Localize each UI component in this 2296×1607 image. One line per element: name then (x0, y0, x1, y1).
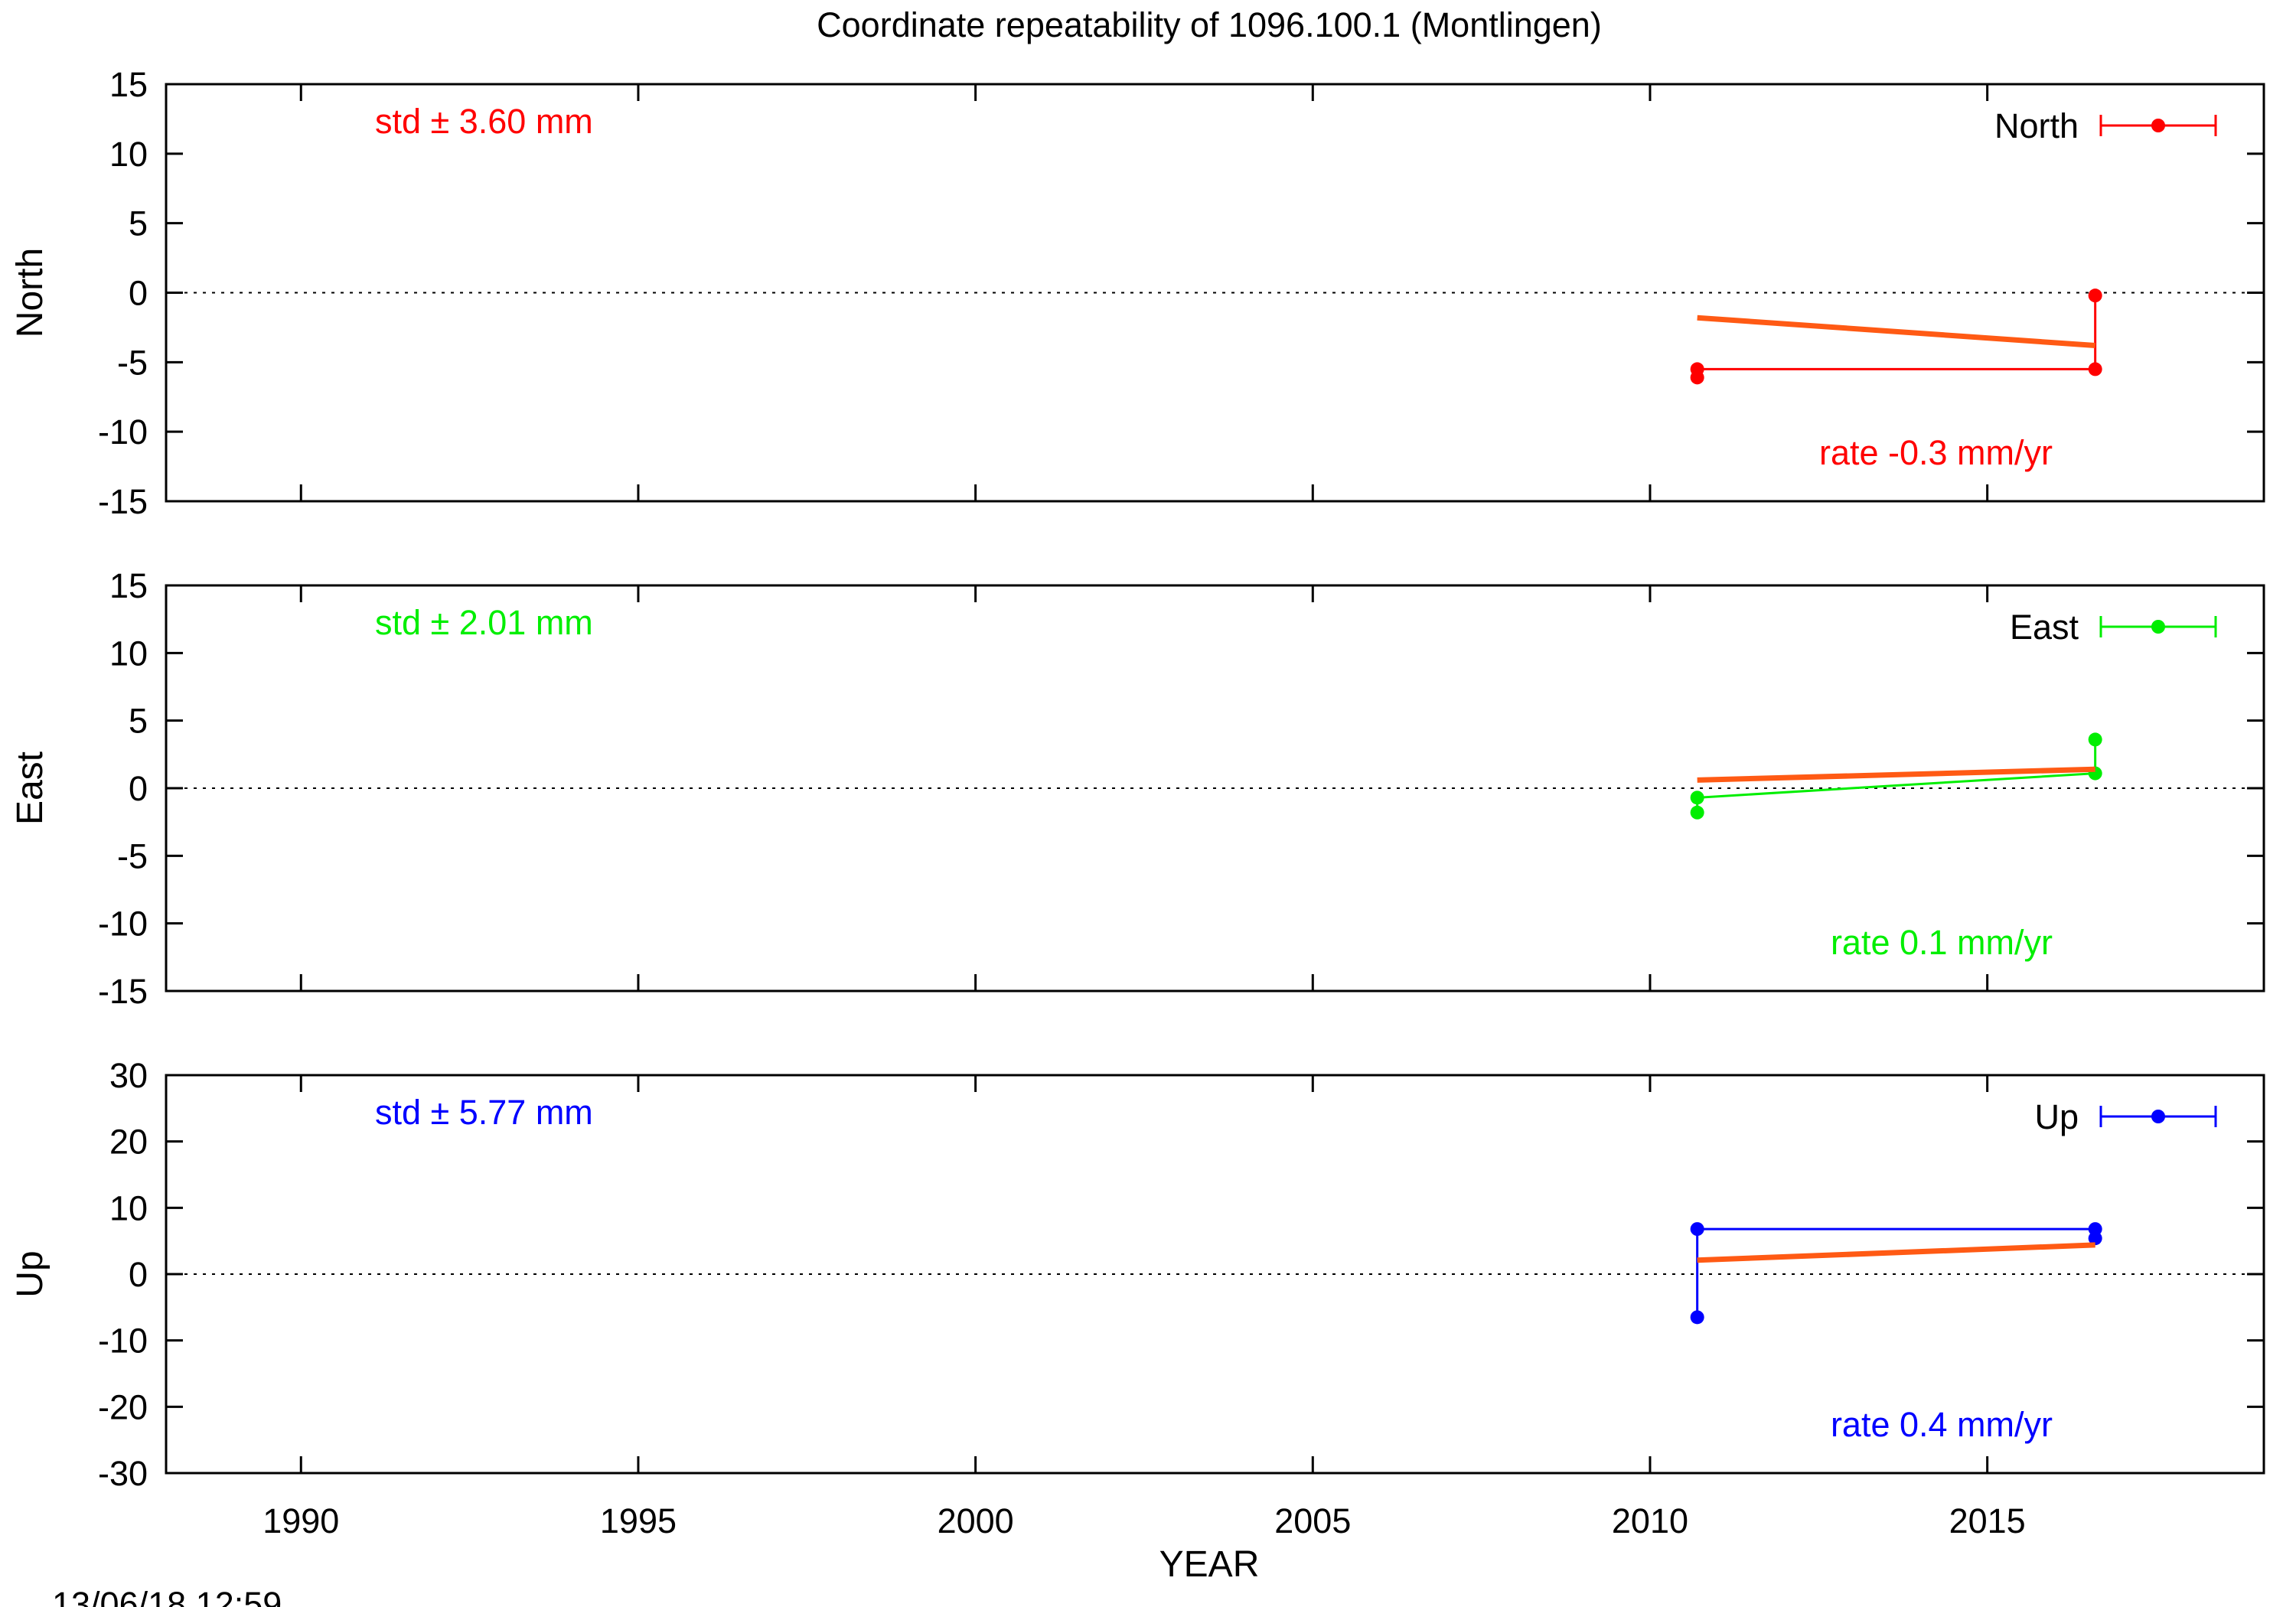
x-tick-label: 1995 (600, 1501, 677, 1540)
north-ytick-label: -10 (98, 412, 148, 451)
x-tick-label: 2010 (1612, 1501, 1688, 1540)
north-ytick-label: -5 (117, 343, 148, 382)
up-fit-line (1697, 1242, 2095, 1263)
east-legend-label: East (2010, 608, 2079, 647)
up-ytick-label: -30 (98, 1454, 148, 1493)
north-ytick-label: 5 (129, 204, 148, 243)
x-tick-label: 2000 (938, 1501, 1014, 1540)
panel-north: -15 -10 -5 0 5 10 15 North std ± 3.60 mm rate -0.… (10, 65, 2265, 521)
up-legend-label: Up (2034, 1097, 2079, 1136)
east-ytick-label: 5 (129, 702, 148, 741)
up-ytick-label: -20 (98, 1387, 148, 1426)
chart-title: Coordinate repeatability of 1096.100.1 (… (817, 5, 1602, 44)
up-data-point (2088, 1231, 2102, 1246)
north-series-line (1696, 295, 2097, 378)
up-y-axis-title: Up (10, 1250, 51, 1297)
east-std-label: std ± 2.01 mm (375, 603, 593, 642)
up-data-point (1690, 1222, 1704, 1237)
north-fit-line (1697, 315, 2095, 349)
north-ytick-label: 10 (109, 135, 148, 174)
up-ytick-label: 0 (129, 1255, 148, 1294)
up-std-label: std ± 5.77 mm (375, 1093, 593, 1132)
east-y-axis-title: East (10, 751, 51, 825)
north-ytick-label: 0 (129, 274, 148, 313)
north-ytick-label: -15 (98, 482, 148, 521)
east-rate-label: rate 0.1 mm/yr (1831, 923, 2053, 962)
north-y-axis-title: North (10, 248, 51, 337)
north-legend-label: North (1994, 106, 2079, 145)
north-ytick-label: 15 (109, 65, 148, 104)
east-ytick-label: 15 (109, 566, 148, 605)
east-data-point (2088, 732, 2102, 747)
east-fit-line (1697, 766, 2095, 783)
east-ytick-label: -10 (98, 905, 148, 944)
x-tick-label: 2005 (1274, 1501, 1351, 1540)
east-data-point (1690, 805, 1704, 820)
up-ytick-label: 20 (109, 1123, 148, 1162)
east-ytick-label: 0 (129, 769, 148, 808)
x-tick-label: 2015 (1949, 1501, 2026, 1540)
east-ytick-label: -5 (117, 836, 148, 875)
up-series-line (1696, 1227, 2097, 1318)
east-data-point (1690, 790, 1704, 805)
up-legend-point (2151, 1110, 2165, 1123)
north-rate-label: rate -0.3 mm/yr (1819, 433, 2053, 472)
panel-up: -30 -20 -10 0 10 20 30 Up std ± 5.77 mm rate 0.4 … (10, 1056, 2265, 1493)
east-ytick-label: -15 (98, 972, 148, 1011)
north-data-point (2088, 288, 2102, 303)
panels-group: -15 -10 -5 0 5 10 15 North std ± 3.60 mm rate -0.… (10, 65, 2265, 1540)
up-ytick-label: -10 (98, 1322, 148, 1361)
timestamp: 13/06/18 12:59 (52, 1585, 282, 1607)
east-ytick-label: 10 (109, 634, 148, 673)
north-std-label: std ± 3.60 mm (375, 102, 593, 141)
north-legend-point (2151, 119, 2165, 132)
up-rate-label: rate 0.4 mm/yr (1831, 1405, 2053, 1444)
north-data-point (2088, 362, 2102, 376)
east-legend-point (2151, 620, 2165, 634)
up-ytick-label: 30 (109, 1056, 148, 1095)
up-data-point (1690, 1310, 1704, 1325)
panel-east: -15 -10 -5 0 5 10 15 East std ± 2.01 mm rate 0.1 … (10, 566, 2265, 1011)
north-data-point (1690, 362, 1704, 376)
up-ytick-label: 10 (109, 1188, 148, 1227)
x-tick-label: 1990 (263, 1501, 339, 1540)
east-series-line (1696, 739, 2097, 813)
x-axis-title: YEAR (1159, 1544, 1260, 1585)
